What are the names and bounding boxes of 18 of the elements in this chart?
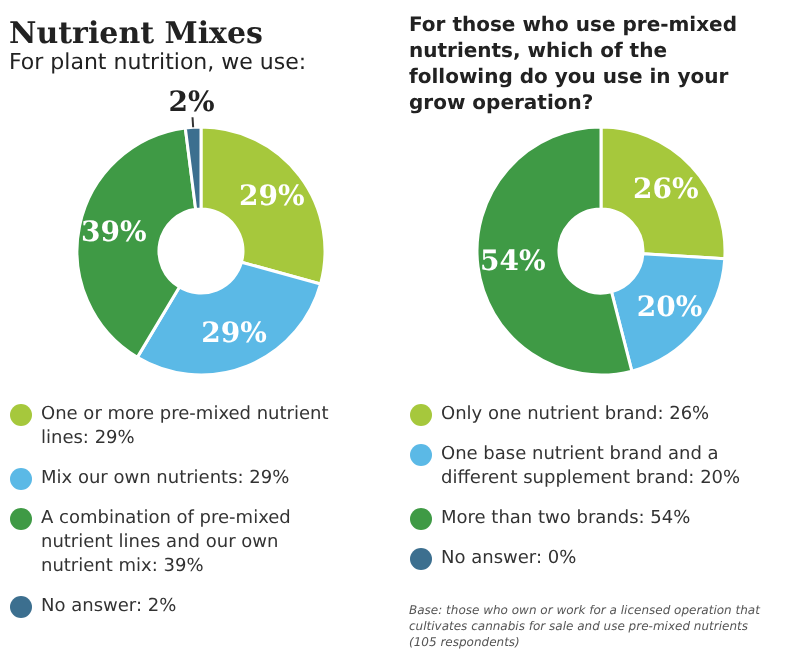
data-label: 2% (168, 87, 215, 120)
legend-label: One or more pre-mixed nutrient lines: 29% (41, 405, 330, 449)
data-label: 29% (239, 181, 305, 214)
legend-label: No answer: 2% (41, 597, 178, 617)
data-label: 39% (81, 216, 147, 249)
legend-label: A combination of pre-mixed nutrient lines and our own nutrient mix: 39% (41, 509, 291, 577)
legend-label: More than two brands: 54% (441, 509, 692, 529)
data-label: 20% (636, 291, 703, 324)
legend-label: Mix our own nutrients: 29% (41, 469, 291, 489)
chart-subtitle: For plant nutrition, we use: (9, 49, 307, 75)
chart-title: Nutrient Mixes (9, 15, 263, 51)
legend-label: One base nutrient brand and a different supplement brand: 20% (441, 445, 742, 489)
legend-label: No answer: 0% (441, 549, 578, 569)
data-label: 29% (201, 317, 267, 350)
legend-label: Only one nutrient brand: 26% (441, 405, 711, 425)
chart-title: For those who use pre-mixed nutrients, which of the following do you use in your grow operation? (409, 15, 737, 115)
data-label: 26% (633, 174, 699, 207)
data-label: 54% (479, 246, 546, 279)
